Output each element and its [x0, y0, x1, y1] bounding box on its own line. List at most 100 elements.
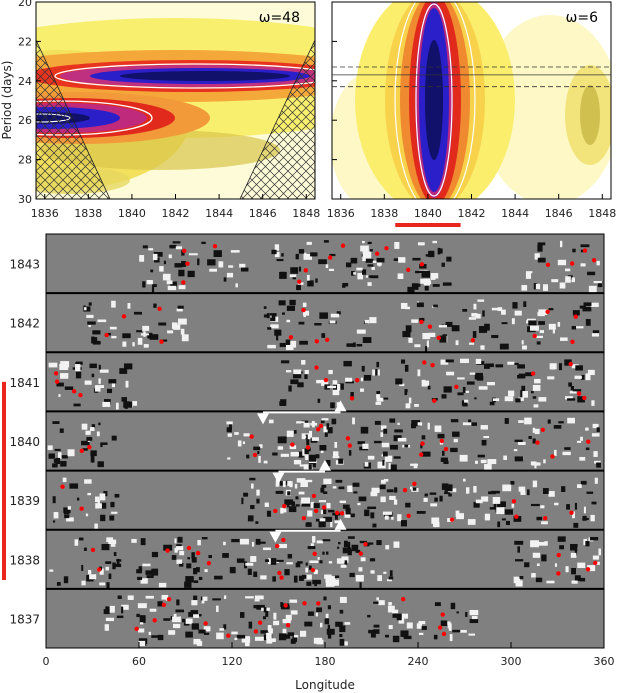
magnetic-feature	[104, 399, 111, 405]
magnetic-feature	[263, 314, 270, 318]
magnetic-feature	[468, 419, 472, 426]
magnetic-feature	[424, 346, 428, 353]
magnetic-feature	[153, 251, 163, 257]
magnetic-feature	[146, 280, 153, 285]
magnetic-feature	[227, 457, 231, 460]
magnetic-feature	[401, 613, 409, 619]
magnetic-feature	[313, 503, 320, 509]
magnetic-feature	[216, 632, 224, 640]
magnetic-feature	[264, 502, 269, 507]
magnetic-feature	[159, 339, 168, 342]
magnetic-feature	[478, 326, 488, 333]
magnetic-feature	[276, 333, 279, 341]
magnetic-feature	[437, 433, 445, 439]
magnetic-feature	[384, 455, 393, 462]
magnetic-feature	[320, 622, 323, 628]
magnetic-feature	[314, 323, 322, 326]
magnetic-feature	[131, 538, 137, 543]
magnetic-feature	[344, 641, 348, 646]
magnetic-feature	[320, 420, 325, 424]
magnetic-feature	[445, 359, 454, 363]
magnetic-feature	[389, 570, 393, 577]
magnetic-feature	[553, 425, 562, 429]
spot-marker	[570, 339, 575, 344]
magnetic-feature	[565, 276, 571, 283]
magnetic-feature	[514, 456, 524, 462]
magnetic-feature	[342, 282, 349, 287]
magnetic-feature	[553, 449, 557, 456]
year-tick-label: 1840	[414, 207, 442, 220]
magnetic-feature	[178, 318, 187, 325]
magnetic-feature	[596, 462, 601, 468]
magnetic-feature	[335, 479, 343, 483]
magnetic-feature	[142, 281, 146, 288]
magnetic-feature	[318, 259, 327, 265]
magnetic-feature	[444, 484, 453, 492]
magnetic-feature	[331, 418, 337, 425]
magnetic-feature	[263, 607, 267, 613]
magnetic-feature	[492, 398, 500, 402]
magnetic-feature	[104, 624, 109, 631]
magnetic-feature	[405, 325, 412, 333]
magnetic-feature	[198, 576, 203, 581]
magnetic-feature	[260, 575, 267, 580]
magnetic-feature	[286, 305, 296, 311]
magnetic-feature	[230, 250, 240, 253]
magnetic-feature	[349, 572, 355, 578]
magnetic-feature	[140, 333, 150, 336]
magnetic-feature	[100, 514, 106, 522]
magnetic-feature	[419, 317, 425, 322]
magnetic-feature	[267, 625, 272, 632]
magnetic-feature	[59, 455, 68, 459]
magnetic-feature	[400, 302, 408, 309]
magnetic-feature	[512, 302, 518, 309]
magnetic-feature	[376, 257, 385, 263]
magnetic-feature	[267, 344, 276, 349]
magnetic-feature	[342, 547, 352, 554]
magnetic-feature	[507, 361, 515, 365]
magnetic-feature	[397, 273, 404, 280]
magnetic-feature	[392, 635, 400, 643]
magnetic-feature	[153, 303, 157, 308]
magnetic-feature	[296, 284, 301, 291]
magnetic-feature	[255, 521, 259, 524]
magnetic-feature	[84, 380, 92, 385]
magnetic-feature	[343, 540, 348, 548]
magnetic-feature	[572, 248, 576, 253]
spot-marker	[312, 551, 317, 557]
magnetic-feature	[91, 337, 98, 342]
magnetic-feature	[414, 403, 419, 407]
propagation-arrows	[257, 400, 347, 543]
magnetic-feature	[137, 603, 147, 609]
spot-marker	[570, 261, 575, 266]
magnetic-feature	[411, 423, 416, 429]
magnetic-feature	[292, 372, 302, 379]
magnetic-feature	[339, 500, 346, 504]
magnetic-feature	[179, 550, 185, 556]
magnetic-feature	[521, 385, 526, 393]
year-axis-ticks-omega6: 1836 1838 1840 1842 1844 1846 1848	[327, 194, 616, 220]
magnetic-feature	[260, 630, 268, 634]
magnetic-feature	[414, 344, 421, 348]
magnetic-feature	[450, 602, 456, 610]
magnetic-feature	[356, 267, 363, 271]
magnetic-feature	[328, 268, 335, 272]
magnetic-feature	[253, 446, 261, 451]
magnetic-feature	[440, 359, 449, 365]
magnetic-feature	[287, 491, 291, 496]
magnetic-feature	[388, 463, 391, 470]
magnetic-feature	[373, 601, 379, 604]
magnetic-feature	[320, 510, 324, 515]
spot-marker	[339, 511, 345, 516]
magnetic-feature	[501, 322, 508, 325]
magnetic-feature	[170, 281, 177, 287]
magnetic-feature	[561, 486, 566, 492]
magnetic-feature	[496, 501, 506, 508]
magnetic-feature	[268, 419, 274, 424]
spot-markers	[53, 243, 598, 638]
magnetic-feature	[334, 575, 340, 579]
magnetic-feature	[193, 614, 200, 618]
magnetic-feature	[367, 264, 374, 267]
magnetic-feature	[375, 401, 382, 405]
magnetic-feature	[352, 417, 355, 425]
